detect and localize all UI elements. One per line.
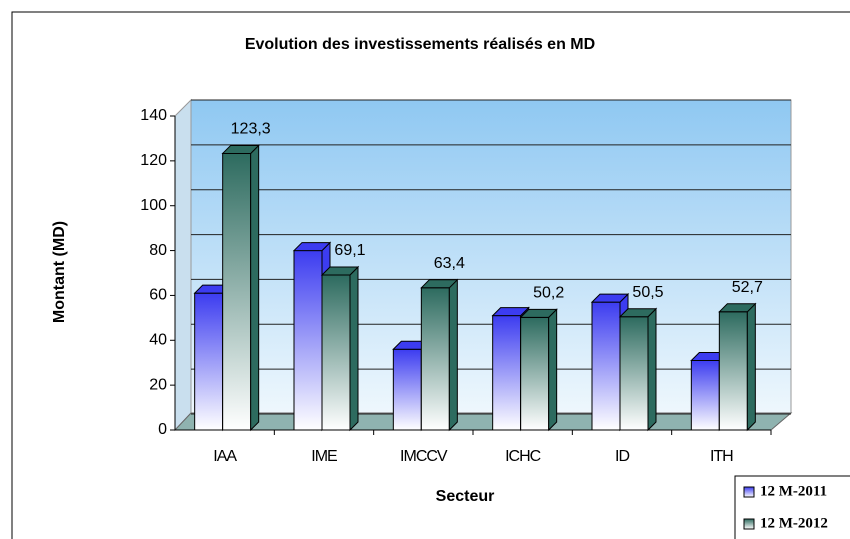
x-tick-label: ICHC (505, 448, 541, 465)
x-tick-label: IME (311, 448, 337, 465)
y-tick-label: 120 (140, 152, 167, 169)
bar-top (320, 266, 360, 276)
bar-front (222, 152, 252, 431)
x-axis-label: Secteur (436, 488, 495, 505)
side-wall (174, 98, 192, 432)
x-tick-label: IAA (213, 448, 237, 465)
bar-side (448, 278, 458, 432)
y-tick-label: 40 (149, 332, 167, 349)
bar-side (647, 307, 657, 432)
data-label: 52,7 (732, 279, 763, 296)
bar (519, 308, 558, 432)
bar (320, 265, 360, 432)
bar (420, 278, 459, 432)
bar-front (520, 316, 550, 431)
bar-front (718, 311, 748, 431)
bar (618, 307, 658, 432)
bar-top (491, 307, 530, 317)
bar-top (618, 308, 658, 318)
bar-front (591, 301, 621, 431)
bar-side (548, 308, 558, 432)
bar-front (420, 287, 450, 431)
x-tick-label: ITH (710, 448, 733, 465)
data-label: 123,3 (231, 121, 271, 138)
bar-top (221, 144, 260, 154)
y-tick-label: 140 (140, 107, 167, 124)
bar (221, 144, 260, 432)
y-tick-label: 100 (140, 197, 167, 214)
bar-side (349, 265, 359, 432)
bar-front (492, 315, 522, 431)
bar-front (194, 292, 224, 431)
bar-front (392, 348, 422, 431)
bar-top (590, 293, 630, 303)
legend-swatch (743, 518, 755, 530)
bar-side (250, 144, 260, 432)
bar-top (718, 303, 757, 313)
y-axis-label: Montant (MD) (51, 221, 68, 323)
data-label: 50,2 (533, 285, 564, 302)
legend-swatch (743, 486, 755, 498)
bar-front (293, 250, 323, 431)
bar-top (292, 242, 332, 252)
data-label: 50,5 (632, 284, 663, 301)
x-tick-label: ID (615, 448, 629, 465)
bar-top (519, 308, 558, 318)
chart-title: Evolution des investissements réalisés e… (245, 36, 595, 53)
bar-side (746, 302, 756, 432)
bar-front (619, 316, 649, 431)
bar-front (321, 274, 351, 431)
data-label: 63,4 (434, 255, 465, 272)
x-tick-label: IMCCV (400, 448, 448, 465)
bar (718, 302, 757, 432)
data-label: 69,1 (334, 242, 365, 259)
y-tick-label: 80 (149, 242, 167, 259)
legend-label: 12 M-2012 (760, 515, 828, 531)
legend-label: 12 M-2011 (760, 483, 827, 499)
y-tick-label: 20 (149, 376, 167, 393)
bar-top (420, 279, 459, 289)
bar-front (690, 359, 720, 431)
y-tick-label: 0 (158, 421, 167, 438)
y-tick-label: 60 (149, 287, 167, 304)
